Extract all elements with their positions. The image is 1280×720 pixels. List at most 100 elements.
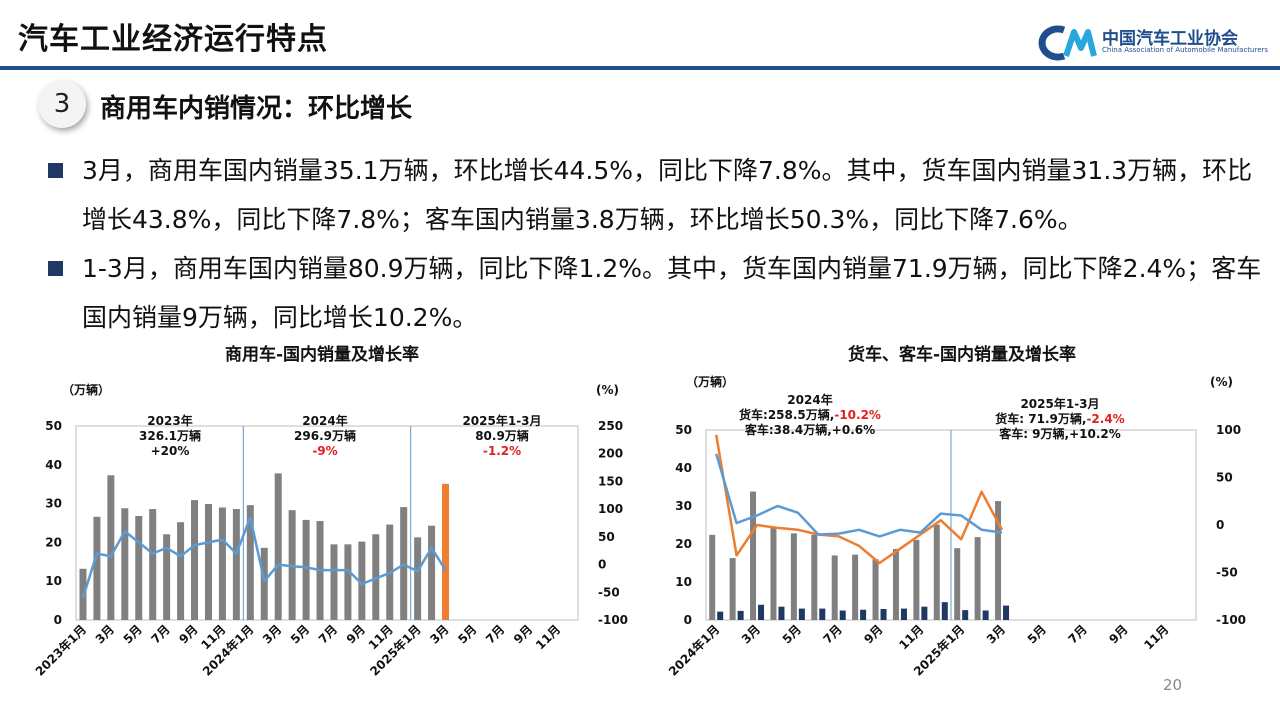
x-tick-label: 11月 xyxy=(896,622,926,652)
bar xyxy=(798,608,805,620)
x-tick-label: 11月 xyxy=(533,622,563,652)
bullet-square-icon xyxy=(48,163,63,178)
x-tick-label: 7月 xyxy=(483,622,507,646)
x-tick-label: 7月 xyxy=(1066,622,1090,646)
chart-truck-bus: 货车、客车-国内销量及增长率 （万辆） (%) 0 10 20 30 40 50 -100 -50 0… xyxy=(665,344,1246,679)
annotation-text: -9% xyxy=(312,444,337,458)
annotation-text: 80.9万辆 xyxy=(475,428,529,443)
y-tick-label: 20 xyxy=(675,537,692,551)
section-title: 商用车内销情况：环比增长 xyxy=(100,94,413,124)
y2-tick-label: -100 xyxy=(598,613,628,627)
y-tick-label: 30 xyxy=(45,497,62,511)
x-tick-label: 3月 xyxy=(984,622,1008,646)
bar xyxy=(1003,605,1010,620)
y-tick-label: 50 xyxy=(675,423,692,437)
y-tick-label: 50 xyxy=(45,419,62,433)
series-line xyxy=(715,453,1003,538)
y-tick-label: 30 xyxy=(675,499,692,513)
bar xyxy=(358,541,366,620)
bar xyxy=(954,548,961,620)
bar xyxy=(860,609,867,620)
x-tick-label: 3月 xyxy=(427,622,451,646)
bar xyxy=(191,500,199,620)
bar xyxy=(872,559,879,620)
y2-tick-label: 50 xyxy=(598,530,615,544)
bar xyxy=(778,606,785,620)
annotation-value: 货车:258.5万辆, xyxy=(739,407,834,422)
logo-text-cn: 中国汽车工业协会 xyxy=(1102,29,1238,49)
bar xyxy=(880,608,887,620)
annotation-text: +20% xyxy=(151,444,190,458)
y2-tick-label: 0 xyxy=(598,558,606,572)
y-tick-label: 40 xyxy=(45,458,62,472)
bar xyxy=(962,610,969,620)
y2-tick-label: 250 xyxy=(598,419,623,433)
bar xyxy=(218,507,226,620)
page-number: 20 xyxy=(1163,676,1183,694)
annotation-text: 296.9万辆 xyxy=(294,428,356,443)
x-tick-label: 7月 xyxy=(148,622,172,646)
annotation-value: 货车: 71.9万辆, xyxy=(995,411,1086,426)
annotation-text: 货车:258.5万辆,-10.2% xyxy=(739,407,881,422)
bar xyxy=(442,483,450,620)
bar xyxy=(121,508,129,620)
annotation-text: 货车: 71.9万辆,-2.4% xyxy=(995,411,1124,426)
bar xyxy=(232,509,240,620)
x-tick-label: 9月 xyxy=(1106,622,1130,646)
bar xyxy=(93,516,101,620)
bar xyxy=(177,522,185,620)
bar xyxy=(428,525,436,620)
y2-tick-label: 50 xyxy=(1216,471,1233,485)
x-tick-label: 3月 xyxy=(93,622,117,646)
bar xyxy=(892,548,899,620)
header-divider xyxy=(0,66,1280,70)
x-tick-label: 9月 xyxy=(176,622,200,646)
plot-area-frame xyxy=(75,425,579,621)
bar xyxy=(330,544,338,620)
bar xyxy=(852,554,859,620)
y2-tick-label: -50 xyxy=(1216,566,1238,580)
annotation-text: -1.2% xyxy=(483,444,521,458)
annotation-text: 2024年 xyxy=(787,392,832,407)
bar xyxy=(717,611,724,620)
page-title: 汽车工业经济运行特点 xyxy=(18,22,328,57)
bar xyxy=(790,533,797,620)
bar xyxy=(933,524,940,620)
series-line xyxy=(714,434,1004,565)
bar xyxy=(758,604,765,620)
annotation-growth-negative: -10.2% xyxy=(834,408,881,422)
bar xyxy=(995,501,1002,620)
x-tick-label: 5月 xyxy=(780,622,804,646)
bullet-list: 3月，商用车国内销量35.1万辆，环比增长44.5%，同比下降7.8%。其中，货… xyxy=(44,146,1264,342)
chart-commercial-vehicle: 商用车-国内销量及增长率 （万辆） (%) 0 10 20 30 40 50 -100 -50 0 50… xyxy=(32,344,628,679)
bullet-text: 3月，商用车国内销量35.1万辆，环比增长44.5%，同比下降7.8%。其中，货… xyxy=(82,156,1253,234)
x-tick-label: 9月 xyxy=(344,622,368,646)
bar xyxy=(260,547,268,620)
x-tick-label: 5月 xyxy=(455,622,479,646)
bar xyxy=(770,527,777,620)
caam-logo-icon: 中国汽车工业协会 China Association of Automobile… xyxy=(1036,22,1269,62)
bar xyxy=(107,475,115,620)
y-tick-label: 10 xyxy=(45,574,62,588)
y2-tick-label: 150 xyxy=(598,474,623,488)
bullet-item: 3月，商用车国内销量35.1万辆，环比增长44.5%，同比下降7.8%。其中，货… xyxy=(44,146,1264,244)
logo-text-en: China Association of Automobile Manufact… xyxy=(1102,46,1269,54)
bar xyxy=(974,537,981,620)
bullet-square-icon xyxy=(48,261,63,276)
y2-tick-label: 100 xyxy=(1216,423,1241,437)
annotation-text: 2024年 xyxy=(302,413,347,428)
bar xyxy=(344,544,352,620)
y-tick-label: 20 xyxy=(45,535,62,549)
y2-tick-label: 100 xyxy=(598,502,623,516)
x-tick-label: 9月 xyxy=(511,622,535,646)
section-number-badge: 3 xyxy=(38,80,86,128)
annotation-text: 客车:38.4万辆,+0.6% xyxy=(744,422,875,437)
x-tick-label: 7月 xyxy=(821,622,845,646)
x-tick-label: 5月 xyxy=(121,622,145,646)
y2-tick-label: 200 xyxy=(598,447,623,461)
annotation-text: 2023年 xyxy=(147,413,192,428)
y-tick-label: 40 xyxy=(675,461,692,475)
x-tick-label: 7月 xyxy=(316,622,340,646)
bar xyxy=(135,516,143,620)
bar xyxy=(941,602,948,620)
